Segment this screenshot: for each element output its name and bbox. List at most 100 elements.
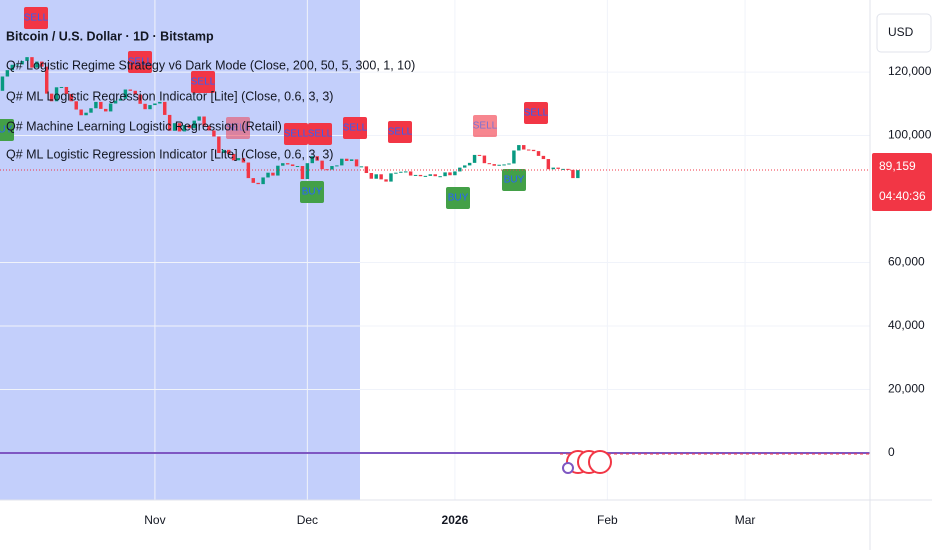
candle-body	[531, 149, 536, 152]
indicator-legend[interactable]: Q# ML Logistic Regression Indicator [Lit…	[6, 89, 333, 103]
candle-body	[153, 103, 157, 106]
candle-body	[69, 93, 74, 102]
candle-body	[576, 170, 580, 179]
candle-body	[251, 178, 255, 183]
candle-body	[59, 86, 64, 88]
indicator-legend[interactable]: Q# Machine Learning Logistic Regression …	[6, 119, 282, 133]
candle-body	[118, 98, 123, 101]
candle-body	[285, 163, 290, 165]
candle-body	[344, 158, 349, 161]
candle-body	[413, 174, 418, 176]
candle-body	[467, 162, 472, 166]
candle-body	[197, 116, 201, 121]
buy-signal-box	[300, 181, 324, 203]
candle-body	[222, 149, 226, 154]
candle-body	[64, 86, 69, 94]
chart-title: Bitcoin / U.S. Dollar · 1D · Bitstamp	[6, 29, 214, 43]
candle-body	[74, 101, 78, 110]
flag-icon	[562, 462, 574, 474]
candle-body	[571, 169, 575, 179]
candle-body	[40, 61, 44, 67]
countdown: 04:40:36	[879, 189, 926, 203]
candle-body	[104, 108, 108, 112]
candle-body	[536, 151, 541, 156]
candle-body	[182, 125, 187, 132]
candle-body	[108, 103, 113, 112]
candle-body	[207, 125, 211, 131]
candle-body	[320, 160, 324, 170]
sell-signal-box	[473, 115, 497, 137]
sell-signal-label: SELL	[284, 129, 309, 140]
candle-body	[271, 172, 275, 176]
candle-body	[335, 165, 339, 167]
candle-body	[5, 70, 10, 77]
candle-body	[340, 158, 344, 166]
candle-body	[399, 171, 403, 173]
buy-signal-label: BUY	[504, 175, 525, 186]
indicator-legend[interactable]: Q# ML Logistic Regression Indicator [Lit…	[6, 147, 333, 161]
candle-body	[374, 174, 378, 179]
candle-body	[384, 179, 388, 182]
price-axis	[870, 0, 932, 550]
sell-signal-box	[128, 51, 152, 73]
candle-body	[212, 130, 216, 137]
candle-body	[472, 154, 477, 163]
candle-body	[359, 166, 364, 168]
candle-body	[389, 173, 393, 182]
candle-body	[315, 156, 319, 161]
candle-body	[261, 177, 265, 185]
sell-signal-box	[308, 123, 332, 145]
candle-body	[310, 156, 315, 164]
candle-body	[482, 155, 487, 164]
sell-signal-label: SELL	[473, 121, 498, 132]
sell-signal-label: SELL	[24, 13, 49, 24]
candle-body	[443, 172, 447, 177]
currency-label[interactable]: USD	[888, 25, 914, 39]
candle-body	[54, 87, 59, 102]
candle-body	[448, 172, 452, 176]
candle-body	[94, 101, 98, 109]
candle-body	[0, 76, 5, 91]
sell-signal-box	[524, 102, 548, 124]
candle-body	[123, 89, 128, 99]
x-tick-label: Mar	[735, 513, 756, 527]
sell-signal-label: SELL	[191, 77, 216, 88]
buy-signal-label: BUY	[0, 125, 13, 136]
candle-body	[369, 173, 374, 179]
y-tick-label: 100,000	[888, 128, 932, 142]
candle-body	[25, 57, 29, 61]
candle-body	[84, 112, 88, 116]
candle-body	[497, 164, 501, 166]
candle-body	[163, 101, 167, 115]
buy-signal-label: BUY	[302, 187, 323, 198]
candle-body	[167, 114, 172, 131]
candle-body	[428, 174, 433, 176]
last-price-box	[872, 152, 932, 211]
candle-body	[522, 145, 526, 150]
candle-body	[20, 60, 24, 65]
candle-body	[477, 154, 482, 156]
y-tick-label: 20,000	[888, 382, 925, 396]
candle-body	[143, 103, 147, 110]
candle-body	[246, 162, 251, 179]
candle-body	[404, 171, 408, 173]
candle-body	[517, 145, 521, 151]
candle-body	[99, 101, 103, 109]
currency-button[interactable]	[876, 13, 932, 53]
x-tick-label: Nov	[144, 513, 165, 527]
candle-body	[236, 158, 241, 161]
indicator-legend[interactable]: Q# Logistic Regime Strategy v6 Dark Mode…	[6, 58, 415, 72]
buy-signal-box	[502, 169, 526, 191]
candle-body	[418, 174, 423, 177]
buy-signal-box	[0, 119, 14, 141]
sell-signal-label: SELL	[226, 123, 251, 134]
candle-body	[295, 166, 300, 168]
candle-body	[394, 172, 398, 174]
flag-icons	[562, 450, 612, 474]
candle-body	[158, 101, 162, 104]
candle-body	[438, 176, 442, 178]
x-tick-label: 2026	[442, 513, 469, 527]
candle-body	[266, 172, 270, 178]
candle-body	[113, 100, 118, 104]
candle-body	[512, 150, 516, 164]
